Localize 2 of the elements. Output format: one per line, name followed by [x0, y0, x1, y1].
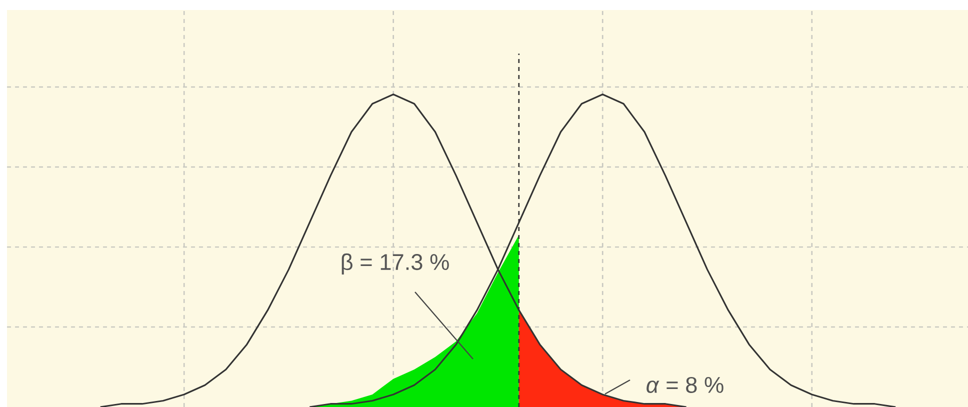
annotation: α = 8 %	[646, 376, 724, 394]
annotation: β = 17.3 %	[342, 253, 449, 275]
